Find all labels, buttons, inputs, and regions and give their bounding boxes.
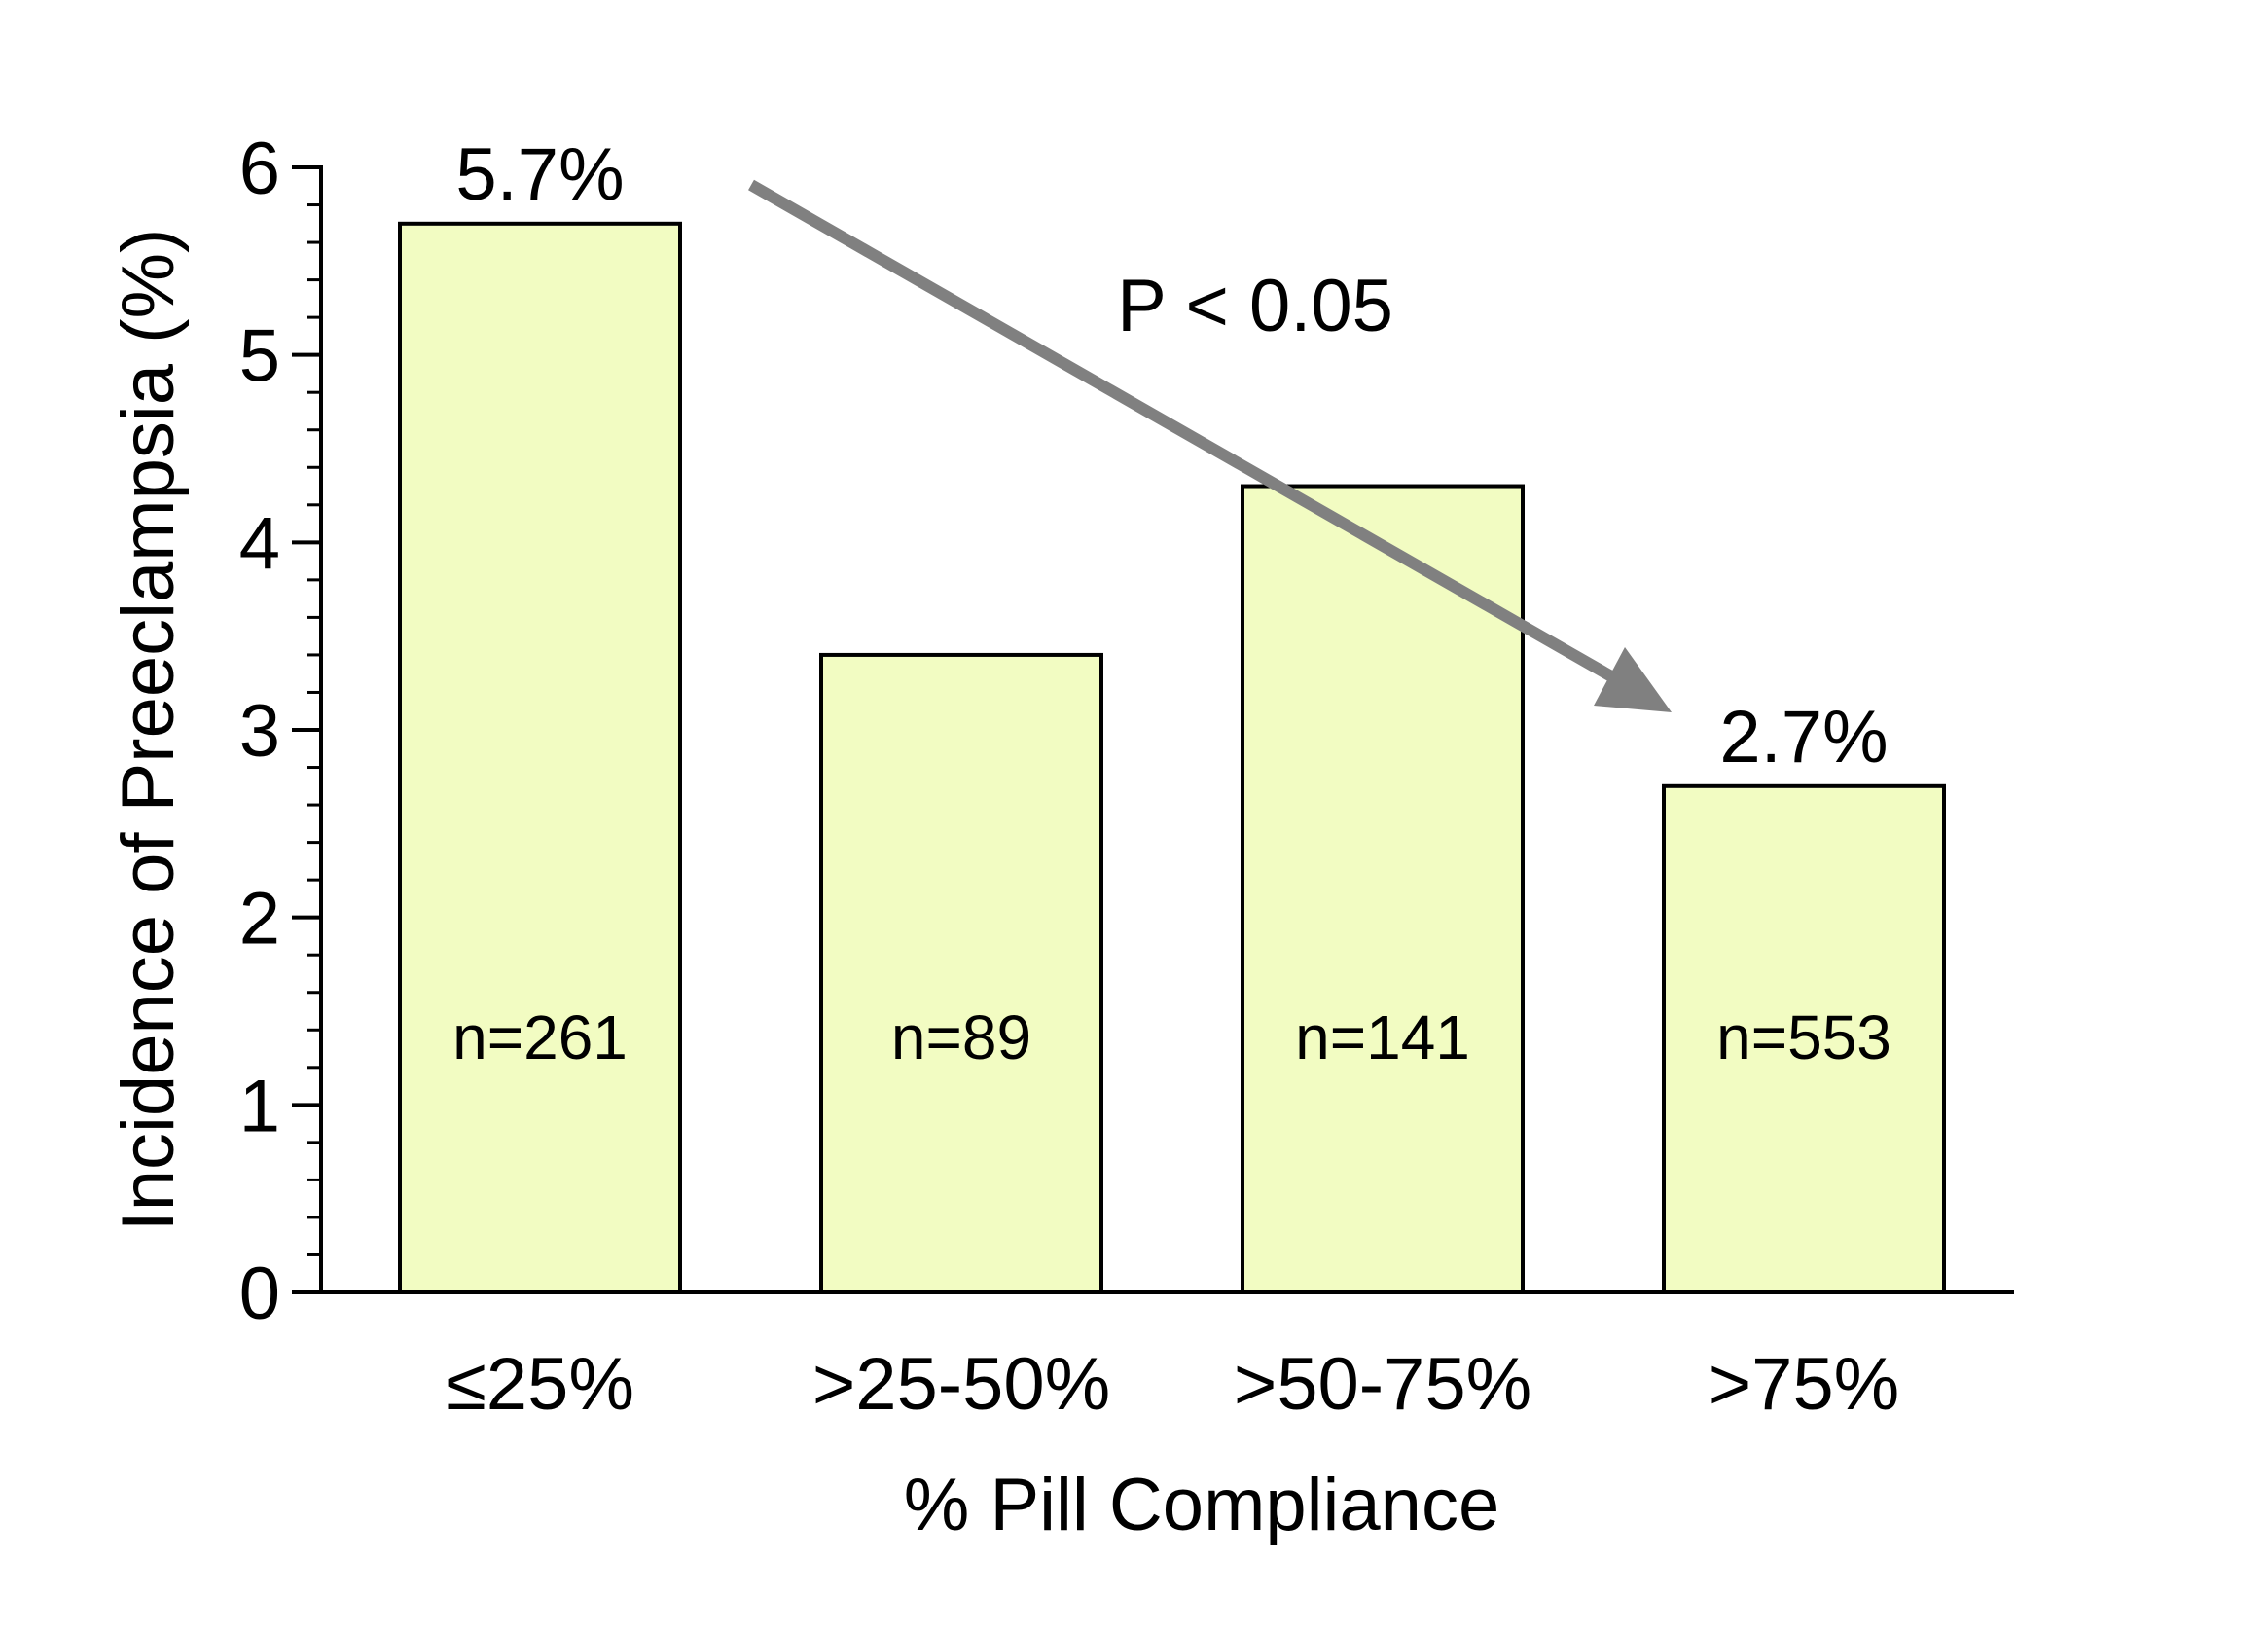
bar-sample-size-label: n=89: [891, 1002, 1031, 1072]
x-tick-label: >75%: [1709, 1343, 1900, 1426]
p-value-label: P < 0.05: [1117, 265, 1393, 347]
bars-layer: [398, 221, 1946, 1294]
bar: [398, 221, 682, 1294]
x-tick-label: >25-50%: [812, 1343, 1110, 1426]
y-tick-label: 5: [239, 315, 280, 398]
bar: [1241, 484, 1525, 1294]
y-tick-label: 6: [239, 127, 280, 210]
y-tick-label: 2: [239, 878, 280, 961]
y-tick-label: 3: [239, 690, 280, 773]
x-axis-title: % Pill Compliance: [904, 1464, 1499, 1546]
y-tick-label: 1: [239, 1065, 280, 1147]
y-tick-label: 0: [239, 1253, 280, 1335]
bar-sample-size-label: n=261: [452, 1002, 628, 1072]
labels-layer: n=261 5.7% ≤25% n=89 >25-50% n=141 >50-75% n=55…: [107, 127, 1899, 1546]
axes-layer: [292, 165, 2014, 1294]
x-tick-label: >50-75%: [1234, 1343, 1531, 1426]
y-axis-title: Incidence of Preeclampsia (%): [107, 229, 190, 1232]
annotation-layer: P < 0.05: [748, 179, 1672, 712]
trend-arrow-head: [1594, 647, 1672, 712]
x-tick-label: ≤25%: [446, 1343, 634, 1426]
bar-value-label: 5.7%: [455, 133, 624, 216]
bar: [819, 652, 1103, 1294]
trend-arrow-shaft: [748, 179, 1614, 682]
bar: [1662, 783, 1946, 1294]
bar-sample-size-label: n=553: [1716, 1002, 1891, 1072]
y-tick-label: 4: [239, 502, 280, 585]
bar-sample-size-label: n=141: [1295, 1002, 1470, 1072]
bar-value-label: 2.7%: [1719, 696, 1888, 779]
